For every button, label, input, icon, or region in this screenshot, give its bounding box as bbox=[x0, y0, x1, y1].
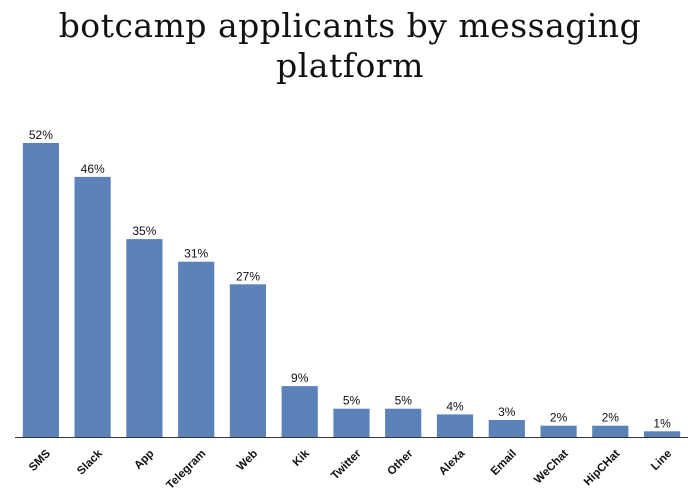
x-tick-label-web: Web bbox=[235, 448, 261, 474]
bar-app bbox=[126, 239, 163, 437]
x-tick-label-kik: Kik bbox=[291, 447, 313, 469]
chart-title-line-2: platform bbox=[276, 46, 424, 85]
value-label-wechat: 2% bbox=[550, 411, 568, 425]
x-tick-label-wechat: WeChat bbox=[532, 448, 571, 487]
value-label-line: 1% bbox=[653, 416, 671, 430]
bar-twitter bbox=[333, 408, 370, 437]
value-label-telegram: 31% bbox=[184, 247, 208, 261]
bar-other bbox=[385, 408, 422, 437]
value-label-slack: 46% bbox=[81, 162, 105, 176]
x-tick-label-slack: Slack bbox=[75, 447, 105, 477]
x-tick-label-email: Email bbox=[489, 448, 519, 478]
bar-sms bbox=[22, 143, 59, 437]
value-label-kik: 9% bbox=[291, 371, 309, 385]
value-label-email: 3% bbox=[498, 405, 516, 419]
x-tick-label-app: App bbox=[132, 448, 156, 472]
x-tick-label-line: Line bbox=[649, 448, 674, 473]
bars-group bbox=[22, 143, 681, 437]
bar-web bbox=[229, 284, 266, 437]
bar-alexa bbox=[436, 414, 474, 437]
bar-email bbox=[488, 420, 525, 437]
value-label-other: 5% bbox=[395, 394, 413, 408]
value-label-alexa: 4% bbox=[446, 399, 464, 413]
bar-hipchat bbox=[592, 425, 629, 437]
x-tick-label-telegram: Telegram bbox=[164, 448, 208, 492]
value-label-sms: 52% bbox=[29, 128, 53, 142]
bar-line bbox=[644, 431, 681, 437]
x-tick-label-alexa: Alexa bbox=[437, 447, 468, 478]
bar-kik bbox=[281, 386, 318, 437]
value-label-twitter: 5% bbox=[343, 394, 361, 408]
x-tick-labels-group: SMS Slack App Telegram Web Kik Twitter Other Ale… bbox=[27, 447, 674, 491]
x-tick-label-twitter: Twitter bbox=[329, 447, 364, 482]
value-label-hipchat: 2% bbox=[602, 411, 620, 425]
x-tick-label-sms: SMS bbox=[27, 447, 53, 473]
x-tick-label-other: Other bbox=[385, 447, 416, 478]
bar-slack bbox=[74, 176, 111, 437]
value-labels-group: 52% 46% 35% 31% 27% 9% 5% 5% 4% 3% 2% 2% 1% bbox=[29, 128, 671, 430]
value-label-app: 35% bbox=[132, 224, 156, 238]
chart-title-line-1: botcamp applicants by messaging bbox=[59, 6, 642, 45]
bar-telegram bbox=[178, 261, 215, 437]
bar-wechat bbox=[540, 425, 577, 437]
value-label-web: 27% bbox=[236, 269, 260, 283]
x-tick-label-hipchat: HipCHat bbox=[582, 448, 623, 489]
